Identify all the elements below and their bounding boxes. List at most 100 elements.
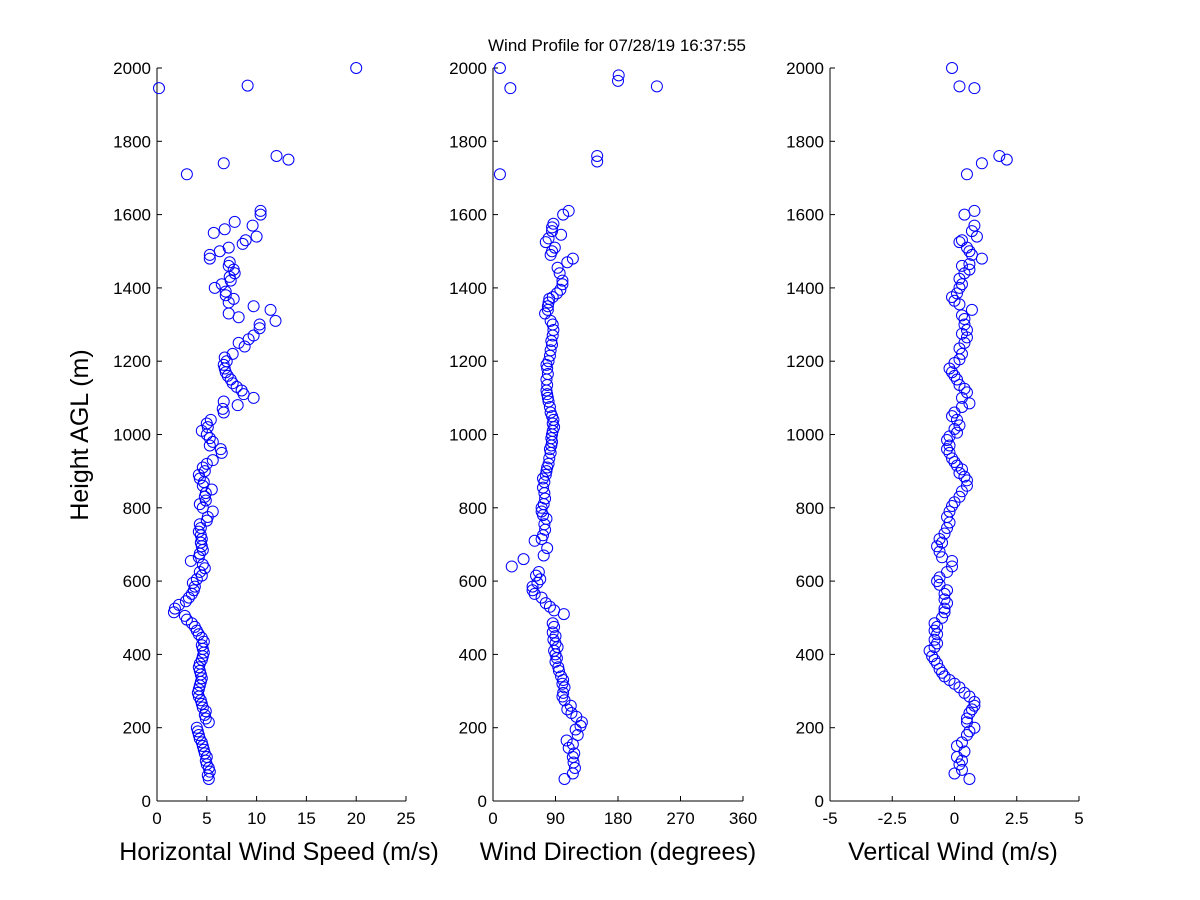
data-point-direction [537, 549, 550, 562]
y-tick-label-vertical: 1400 [786, 279, 824, 298]
data-point-speed [152, 82, 165, 95]
data-point-direction [548, 604, 561, 617]
data-point-speed [203, 765, 216, 778]
data-point-direction [541, 542, 554, 555]
data-point-direction [566, 252, 579, 265]
data-point-vertical [963, 245, 976, 258]
data-point-vertical [1000, 153, 1013, 166]
data-point-vertical [955, 278, 968, 291]
data-point-vertical [948, 294, 961, 307]
data-point-direction [555, 670, 568, 683]
data-point-direction [549, 630, 562, 643]
y-tick-label-speed: 2000 [113, 59, 151, 78]
data-point-vertical [955, 259, 968, 272]
y-axis-label: Height AGL (m) [66, 349, 94, 520]
data-point-direction [532, 565, 545, 578]
data-point-direction [543, 452, 556, 465]
data-point-speed [193, 565, 206, 578]
y-tick-label-speed: 800 [123, 499, 151, 518]
data-point-speed [195, 672, 208, 685]
data-point-vertical [968, 82, 981, 95]
data-point-vertical [936, 551, 949, 564]
data-point-vertical [941, 443, 954, 456]
data-point-speed [247, 329, 260, 342]
data-point-vertical [938, 527, 951, 540]
data-point-vertical [946, 499, 959, 512]
x-tick-label-speed: 5 [202, 809, 211, 828]
data-point-speed [188, 620, 201, 633]
y-tick-label-direction: 1600 [449, 206, 487, 225]
horizontal-wind-speed-panel: Horizontal Wind Speed (m/s) Height AGL (… [66, 59, 439, 866]
data-point-vertical [941, 597, 954, 610]
data-point-direction [553, 267, 566, 280]
data-point-direction [530, 569, 543, 582]
data-point-vertical [938, 606, 951, 619]
data-point-direction [562, 741, 575, 754]
data-point-direction [539, 468, 552, 481]
data-point-speed [191, 725, 204, 738]
x-tick-label-vertical: 0 [950, 809, 959, 828]
data-point-speed [172, 598, 185, 611]
data-point-direction [591, 149, 604, 162]
y-tick-label-speed: 1000 [113, 426, 151, 445]
data-point-direction [528, 534, 541, 547]
data-point-direction [554, 283, 567, 296]
data-point-speed [193, 518, 206, 531]
data-point-speed [168, 602, 181, 615]
data-point-direction [505, 560, 518, 573]
y-tick-label-speed: 400 [123, 645, 151, 664]
data-point-vertical [931, 620, 944, 633]
x-axis-label-speed: Horizontal Wind Speed (m/s) [119, 838, 439, 866]
data-point-speed [196, 461, 209, 474]
data-point-speed [207, 226, 220, 239]
x-tick-label-vertical: -5 [822, 809, 837, 828]
data-point-speed [246, 219, 259, 232]
data-point-speed [198, 747, 211, 760]
data-point-speed [195, 631, 208, 644]
data-point-speed [241, 79, 254, 92]
y-tick-label-vertical: 1800 [786, 132, 824, 151]
data-point-direction [567, 756, 580, 769]
data-point-vertical [943, 446, 956, 459]
y-tick-label-direction: 1000 [449, 426, 487, 445]
data-point-vertical [960, 716, 973, 729]
data-point-speed [219, 285, 232, 298]
y-tick-label-direction: 1400 [449, 279, 487, 298]
data-point-direction [548, 241, 561, 254]
y-tick-label-vertical: 400 [796, 645, 824, 664]
x-tick-label-direction: 0 [488, 809, 497, 828]
x-tick-label-vertical: 5 [1074, 809, 1083, 828]
data-point-speed [250, 230, 263, 243]
data-point-speed [232, 311, 245, 324]
data-point-vertical [960, 479, 973, 492]
x-tick-label-direction: 180 [604, 809, 632, 828]
data-point-speed [193, 732, 206, 745]
y-tick-label-direction: 2000 [449, 59, 487, 78]
data-point-direction [546, 617, 559, 630]
data-point-vertical [975, 157, 988, 170]
data-point-direction [541, 300, 554, 313]
data-point-vertical [943, 505, 956, 518]
y-tick-label-speed: 600 [123, 572, 151, 591]
data-point-direction [612, 69, 625, 82]
data-point-direction [539, 307, 552, 320]
data-point-speed [222, 307, 235, 320]
data-point-speed [196, 558, 209, 571]
data-point-speed [192, 661, 205, 674]
data-point-speed [184, 554, 197, 567]
data-point-vertical [958, 318, 971, 331]
data-point-speed [270, 149, 283, 162]
y-tick-label-direction: 800 [459, 499, 487, 518]
data-point-vertical [968, 721, 981, 734]
x-axis-label-direction: Wind Direction (degrees) [480, 838, 757, 866]
data-point-speed [219, 289, 232, 302]
data-point-direction [541, 388, 554, 401]
data-point-vertical [928, 641, 941, 654]
y-tick-label-vertical: 0 [815, 792, 824, 811]
data-point-direction [543, 401, 556, 414]
data-point-direction [556, 690, 569, 703]
data-point-speed [222, 241, 235, 254]
data-point-vertical [960, 386, 973, 399]
data-point-speed [222, 296, 235, 309]
data-point-vertical [958, 313, 971, 326]
